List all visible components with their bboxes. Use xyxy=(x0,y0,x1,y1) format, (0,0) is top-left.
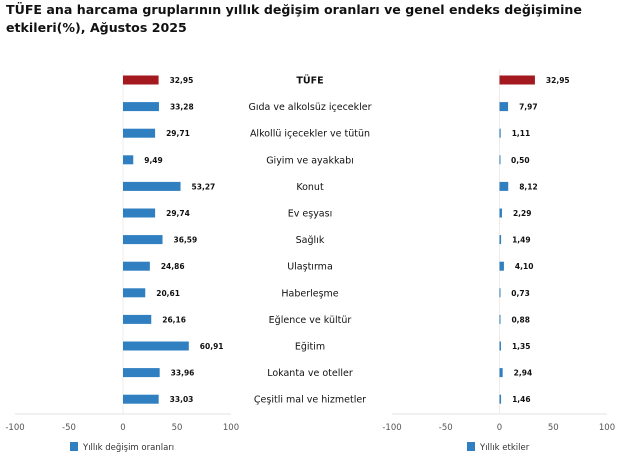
bar xyxy=(123,368,160,378)
legend-swatch xyxy=(467,442,475,451)
data-label: 32,95 xyxy=(170,76,194,85)
data-label: 24,86 xyxy=(161,262,185,271)
x-tick-label: 0 xyxy=(497,423,502,433)
bar xyxy=(499,208,502,218)
data-label: 53,27 xyxy=(192,182,216,191)
category-label: Lokanta ve oteller xyxy=(267,368,353,379)
x-tick-label: 0 xyxy=(120,423,125,433)
legend-label: Yıllık etkiler xyxy=(479,443,530,453)
data-label: 60,91 xyxy=(200,342,224,351)
data-label: 2,29 xyxy=(513,209,532,218)
category-label: Ulaştırma xyxy=(287,262,333,273)
category-label: TÜFE xyxy=(296,76,323,87)
category-label: Giyim ve ayakkabı xyxy=(266,155,354,166)
bar xyxy=(123,155,134,165)
category-label: Konut xyxy=(296,182,324,193)
category-label: Gıda ve alkolsüz içecekler xyxy=(248,102,371,113)
category-label: Çeşitli mal ve hizmetler xyxy=(254,395,366,406)
bar xyxy=(499,341,501,351)
data-label: 8,12 xyxy=(519,182,538,191)
bar xyxy=(499,75,535,85)
x-tick-label: 50 xyxy=(548,423,559,433)
bar xyxy=(499,235,502,245)
data-label: 4,10 xyxy=(515,262,534,271)
category-label: Ev eşyası xyxy=(288,209,332,220)
x-tick-label: -50 xyxy=(439,423,453,433)
category-label: Eğlence ve kültür xyxy=(269,315,352,326)
category-label: Haberleşme xyxy=(281,288,338,299)
data-label: 1,49 xyxy=(512,236,531,245)
data-label: 33,96 xyxy=(171,369,195,378)
bar xyxy=(499,288,501,298)
data-label: 7,97 xyxy=(519,103,538,112)
bar xyxy=(499,155,501,165)
legend-label: Yıllık değişim oranları xyxy=(82,443,174,453)
bar xyxy=(499,314,501,324)
bar xyxy=(123,181,181,191)
bar xyxy=(123,235,163,245)
data-label: 9,49 xyxy=(144,156,163,165)
legend-swatch xyxy=(70,442,78,451)
data-label: 0,73 xyxy=(511,289,530,298)
bar xyxy=(123,208,156,218)
data-label: 0,50 xyxy=(511,156,530,165)
data-label: 29,71 xyxy=(166,129,190,138)
x-tick-label: -100 xyxy=(5,423,24,433)
data-label: 36,59 xyxy=(174,236,198,245)
x-tick-label: 100 xyxy=(223,423,239,433)
bar xyxy=(123,261,150,271)
x-tick-label: 100 xyxy=(599,423,615,433)
bar xyxy=(123,314,152,324)
x-tick-label: -50 xyxy=(62,423,76,433)
bar xyxy=(123,288,146,298)
bar xyxy=(499,394,502,404)
bar xyxy=(499,102,509,112)
category-label: Alkollü içecekler ve tütün xyxy=(250,129,370,140)
data-label: 32,95 xyxy=(546,76,570,85)
x-tick-label: 50 xyxy=(172,423,183,433)
bar xyxy=(499,128,501,138)
data-label: 20,61 xyxy=(156,289,180,298)
category-label: Eğitim xyxy=(295,342,325,353)
chart-title: TÜFE ana harcama gruplarının yıllık deği… xyxy=(6,2,582,35)
data-label: 26,16 xyxy=(162,315,186,324)
bar xyxy=(123,75,159,85)
bar xyxy=(499,368,503,378)
bar xyxy=(499,181,509,191)
data-label: 2,94 xyxy=(514,369,533,378)
data-label: 33,28 xyxy=(170,103,194,112)
bar xyxy=(123,394,159,404)
bar xyxy=(123,128,156,138)
data-label: 1,11 xyxy=(512,129,531,138)
data-label: 29,74 xyxy=(166,209,190,218)
x-tick-label: -100 xyxy=(382,423,401,433)
bar xyxy=(123,341,189,351)
data-label: 1,35 xyxy=(512,342,531,351)
data-label: 33,03 xyxy=(170,395,194,404)
data-label: 0,88 xyxy=(511,315,530,324)
bar xyxy=(123,102,159,112)
bar xyxy=(499,261,504,271)
data-label: 1,46 xyxy=(512,395,531,404)
category-label: Sağlık xyxy=(296,235,325,246)
